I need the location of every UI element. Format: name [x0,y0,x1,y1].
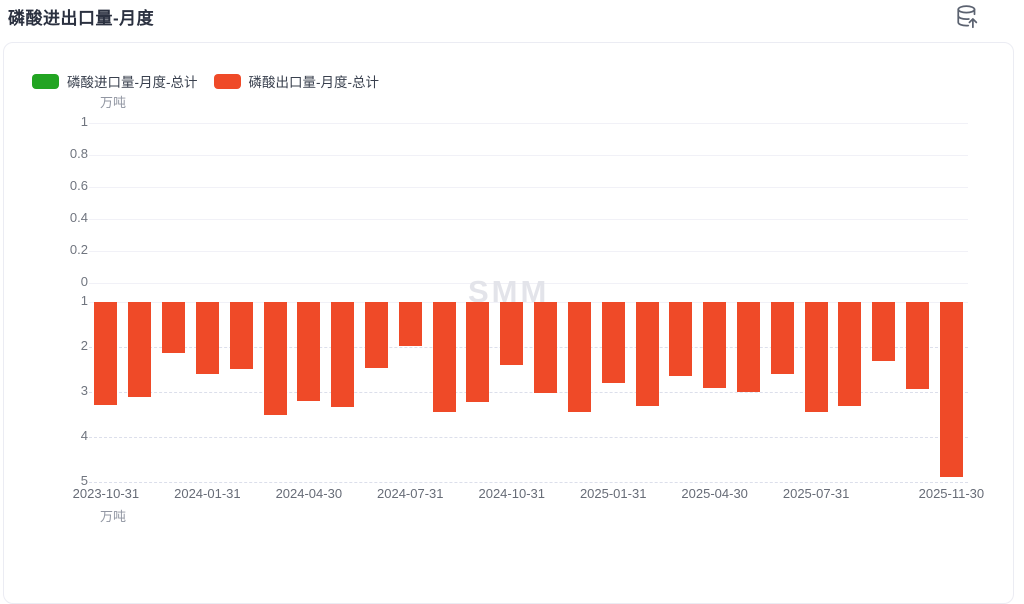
export-bar[interactable] [669,302,693,376]
data-export-button[interactable] [950,0,986,34]
export-legend-swatch [213,73,241,89]
legend-item-export[interactable]: 磷酸出口量-月度-总计 [213,71,380,91]
export-bar[interactable] [466,302,490,403]
x-axis-tick-label: 2025-01-31 [579,486,647,501]
legend-item-label: 磷酸进口量-月度-总计 [67,75,198,90]
x-axis-tick-label: 2024-01-31 [174,486,241,501]
export-bar[interactable] [635,302,659,406]
export-bar[interactable] [432,302,456,413]
export-bar[interactable] [770,302,794,374]
export-bar[interactable] [364,302,388,368]
y-axis-tick-label: 0.8 [69,146,88,161]
gridline-bottom [89,437,968,438]
export-bar[interactable] [838,302,862,406]
export-bar[interactable] [567,302,591,413]
legend-item-label: 磷酸出口量-月度-总计 [248,75,380,90]
gridline-bottom [89,347,968,348]
y-axis-tick-label: 2 [80,338,88,353]
x-axis-tick-label: 2024-10-31 [478,486,545,501]
export-bar[interactable] [331,302,355,408]
y-axis-tick-label: 4 [80,428,88,443]
gridline-bottom [89,392,968,393]
gridline-top [89,283,968,284]
export-bar[interactable] [736,302,760,392]
page: 磷酸进出口量-月度 磷酸进口量-月度-总计 磷酸出口量-月度-总计 万吨 SMM [3,0,1014,604]
y-axis-tick-label: 3 [80,383,88,398]
export-bar[interactable] [906,302,930,389]
gridline-top [89,219,968,220]
export-bar[interactable] [601,302,625,383]
export-bar[interactable] [398,302,422,347]
y-axis-tick-label: 0 [80,274,88,289]
gridline-top [89,187,968,188]
x-axis-tick-label: 2025-07-31 [782,486,850,501]
x-axis-tick-label: 2025-11-30 [918,486,985,501]
import-legend-swatch [32,73,59,89]
gridline-top [89,155,968,156]
y-axis-tick-label: 5 [80,473,88,488]
export-bar[interactable] [703,302,727,388]
x-axis-tick-label: 2024-07-31 [377,486,444,501]
gridline-top [89,123,968,124]
export-bar[interactable] [195,302,219,375]
y-axis-tick-label: 1 [80,114,88,129]
gridline-bottom [89,482,968,483]
export-bar[interactable] [939,302,963,477]
export-bar[interactable] [804,302,828,413]
y-axis-tick-label: 1 [80,293,88,308]
export-bar[interactable] [229,302,253,369]
database-export-icon [955,5,981,33]
gridline-bottom [89,302,968,303]
y-axis-tick-label: 0.4 [69,210,88,225]
page-title: 磷酸进出口量-月度 [8,9,155,28]
x-axis-tick-label: 2025-04-30 [681,486,748,501]
y-axis-unit-top: 万吨 [100,95,127,110]
x-axis-tick-label: 2024-04-30 [275,486,343,501]
gridline-top [89,251,968,252]
export-bar[interactable] [94,302,118,405]
export-bar[interactable] [162,302,186,353]
export-bar[interactable] [128,302,152,398]
export-bar[interactable] [872,302,896,362]
export-bar[interactable] [534,302,558,394]
x-axis-tick-label: 2023-10-31 [72,486,140,501]
y-axis-tick-label: 0.2 [69,242,88,257]
export-bar[interactable] [263,302,287,415]
y-axis-unit-bottom: 万吨 [100,509,127,524]
y-axis-tick-label: 0.6 [69,178,88,193]
legend-item-import[interactable]: 磷酸进口量-月度-总计 [32,71,198,91]
export-bar[interactable] [297,302,321,402]
chart-legend: 磷酸进口量-月度-总计 磷酸出口量-月度-总计 [32,71,395,91]
export-bar[interactable] [500,302,524,366]
